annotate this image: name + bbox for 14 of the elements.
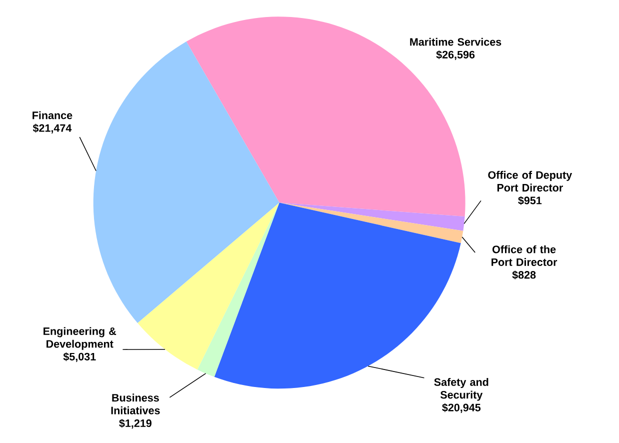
data-label: $828	[512, 270, 536, 280]
slice-label: Engineering & Development	[44, 326, 116, 350]
slice-label: Office of the Port Director	[492, 245, 558, 266]
data-label: $26,596	[436, 50, 475, 60]
slice-label: Business Initiatives	[111, 393, 160, 414]
data-label: $5,031	[63, 352, 96, 362]
data-label: $20,945	[442, 403, 481, 413]
slice-label: Maritime Services	[410, 38, 502, 46]
slice-label: Finance	[32, 111, 72, 119]
slice-label: Safety and Security	[434, 378, 488, 401]
slice-label: Office of Deputy Port Director	[488, 170, 572, 192]
data-label: $21,474	[32, 124, 72, 134]
data-label: $951	[518, 196, 542, 205]
data-label: $1,219	[119, 418, 152, 428]
